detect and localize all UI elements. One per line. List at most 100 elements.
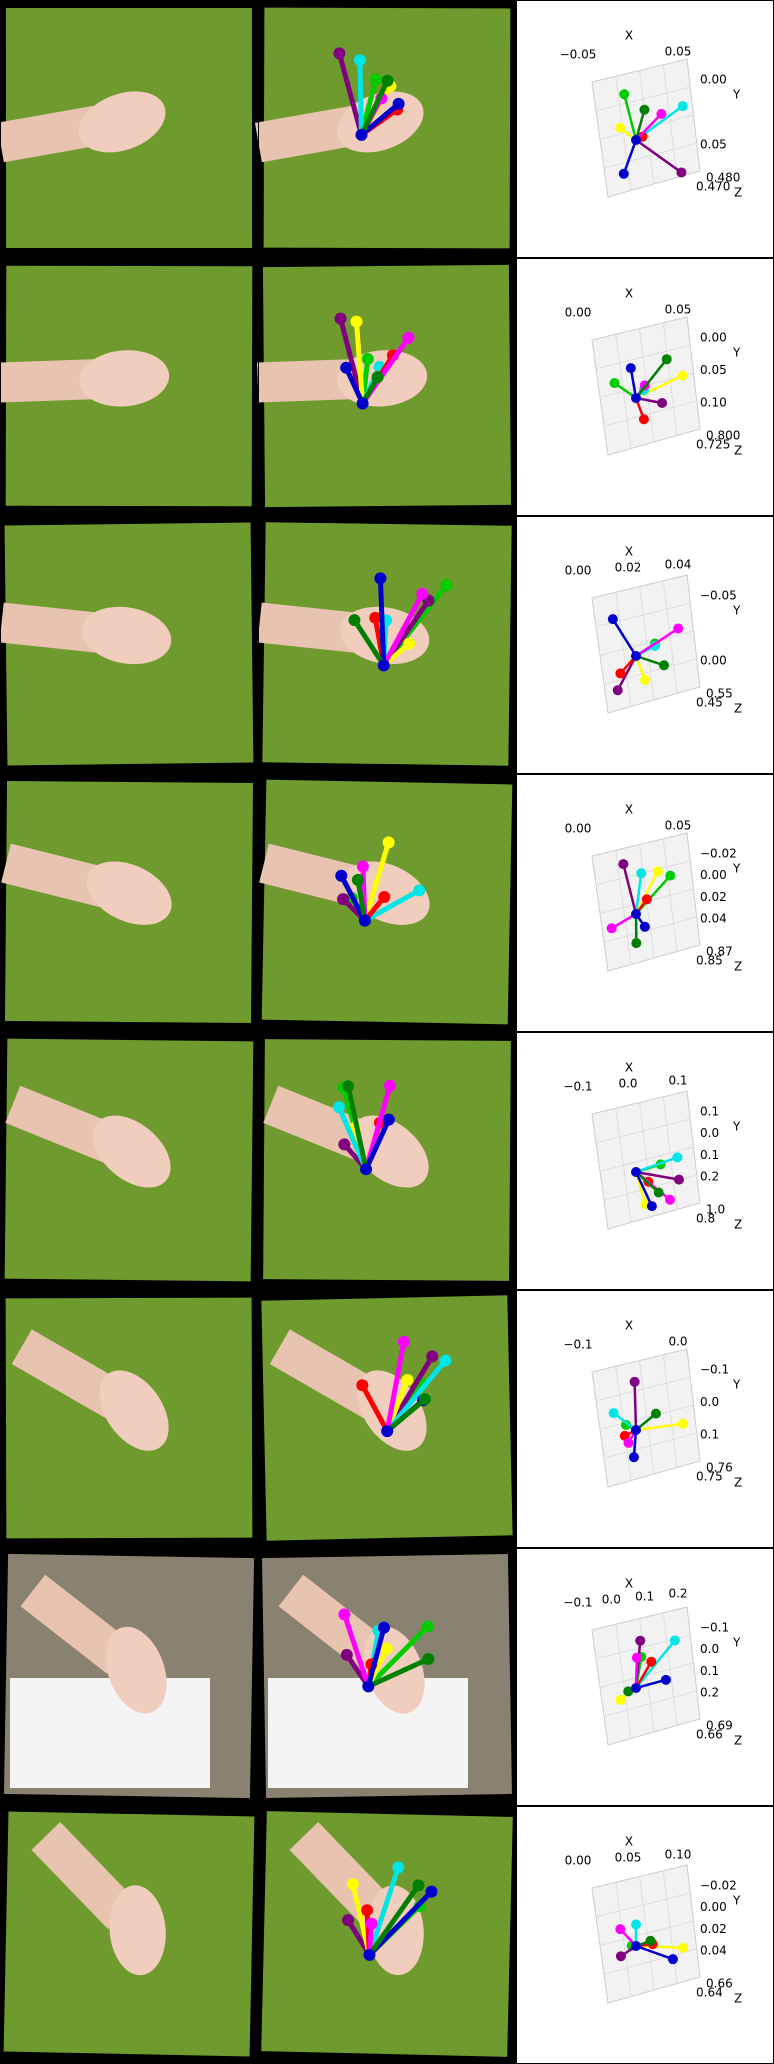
x-axis-label: X xyxy=(625,803,633,817)
skeleton-joint xyxy=(353,54,366,67)
cell-border xyxy=(0,774,258,1032)
plot-joint xyxy=(656,108,667,119)
plot-joint xyxy=(621,1419,632,1430)
plot-bone xyxy=(634,870,659,915)
cell-border xyxy=(0,1548,258,1806)
y-axis-label: Y xyxy=(732,346,741,360)
skeleton-joint xyxy=(421,1620,434,1633)
plot-joint xyxy=(653,1187,664,1198)
plot-bone xyxy=(635,1170,680,1181)
cell-border xyxy=(258,1032,516,1290)
skeleton-bone xyxy=(345,1085,369,1170)
plot-joint xyxy=(673,623,684,634)
plot-joint xyxy=(629,1376,640,1387)
plot-joint xyxy=(659,660,670,671)
plot-joint xyxy=(657,397,668,408)
cell-border xyxy=(0,258,258,516)
plot-joint xyxy=(665,1194,676,1205)
y-tick-label: 0.05 xyxy=(700,363,727,377)
plot-bone xyxy=(634,1661,653,1689)
z-tick-label: 0.8 xyxy=(696,1212,715,1226)
cell-border xyxy=(258,0,516,258)
pane xyxy=(591,1864,701,2004)
cell-border xyxy=(258,774,516,1032)
y-tick-label: −0.05 xyxy=(700,589,737,603)
z-tick-label: 0.470 xyxy=(696,180,730,194)
skeleton-joint xyxy=(422,1653,435,1666)
skeleton-bone xyxy=(367,1883,421,1957)
plot-joint xyxy=(615,1694,626,1705)
skeleton-bone xyxy=(377,578,387,666)
photo-cell xyxy=(0,258,258,516)
skeleton-joint xyxy=(342,1080,355,1093)
plot-joint xyxy=(639,104,650,115)
z-tick-label: 0.480 xyxy=(706,171,740,185)
z-tick-label: 0.87 xyxy=(706,945,733,959)
pane-grid xyxy=(603,142,697,169)
plot-joint xyxy=(636,868,647,879)
plot-joint xyxy=(623,1686,634,1697)
pane xyxy=(591,1090,701,1230)
plot-bone xyxy=(622,139,638,175)
x-axis-label: X xyxy=(625,545,633,559)
skeleton-root xyxy=(360,1163,373,1176)
plot-joint xyxy=(618,859,629,870)
x-tick-label: 0.1 xyxy=(668,1074,687,1088)
plot-joint xyxy=(641,894,652,905)
y-tick-label: 0.1 xyxy=(700,1428,719,1442)
arm xyxy=(0,358,111,403)
plot-joint xyxy=(677,101,688,112)
skeleton-joint xyxy=(392,97,405,110)
skeleton-joint xyxy=(440,579,453,592)
cell-border xyxy=(0,1290,258,1548)
plot-joint xyxy=(661,354,672,365)
photo-cell xyxy=(258,1548,516,1806)
skeleton-joint xyxy=(425,1885,438,1898)
pane-grid xyxy=(599,1146,694,1172)
skeleton-joint xyxy=(340,1648,353,1661)
y-tick-label: −0.1 xyxy=(700,1621,729,1635)
plot-joint xyxy=(631,1652,642,1663)
skeleton-joint xyxy=(337,893,350,906)
arm xyxy=(269,1329,386,1420)
plot-joint xyxy=(645,1935,656,1946)
skeleton-joint xyxy=(361,1904,374,1917)
z-tick-label: 0.800 xyxy=(706,429,740,443)
skeleton-bone xyxy=(385,1358,448,1433)
plot-root xyxy=(631,393,641,403)
cell-border xyxy=(0,516,258,774)
x-tick-label: −0.05 xyxy=(560,48,597,62)
z-tick-label: 0.45 xyxy=(696,696,723,710)
plot-bone xyxy=(634,109,646,141)
skeleton-bone xyxy=(366,1624,430,1689)
arm xyxy=(278,1574,390,1674)
plot-joint xyxy=(635,1635,646,1646)
skeleton-joint xyxy=(334,312,347,325)
photo-cell xyxy=(0,1032,258,1290)
plot-joint xyxy=(646,1656,657,1667)
plot-joint xyxy=(667,1954,678,1965)
skeleton-joint xyxy=(412,1879,425,1892)
arm xyxy=(259,843,376,910)
plot-bone xyxy=(611,618,638,657)
y-tick-label: −0.1 xyxy=(700,1363,729,1377)
skeleton-joint xyxy=(361,352,374,365)
plot-joint xyxy=(625,363,636,374)
pane-grid xyxy=(603,1948,697,1975)
x-tick-label: 0.10 xyxy=(665,1848,692,1862)
plot-joint xyxy=(615,1924,626,1935)
skeleton-root xyxy=(377,659,390,672)
y-axis-label: Y xyxy=(732,1120,741,1134)
plot-bone xyxy=(635,1944,674,1961)
photo-cell xyxy=(254,0,516,258)
z-tick-label: 0.55 xyxy=(706,687,733,701)
plot-bone xyxy=(634,873,643,915)
skeleton-joint xyxy=(402,331,415,344)
skeleton-joint xyxy=(351,873,364,886)
skeleton-joint xyxy=(338,1608,351,1621)
z-axis-label: Z xyxy=(734,702,742,716)
hand xyxy=(105,1626,167,1714)
skeleton-bone xyxy=(339,874,368,922)
plot-bone xyxy=(635,1678,667,1690)
